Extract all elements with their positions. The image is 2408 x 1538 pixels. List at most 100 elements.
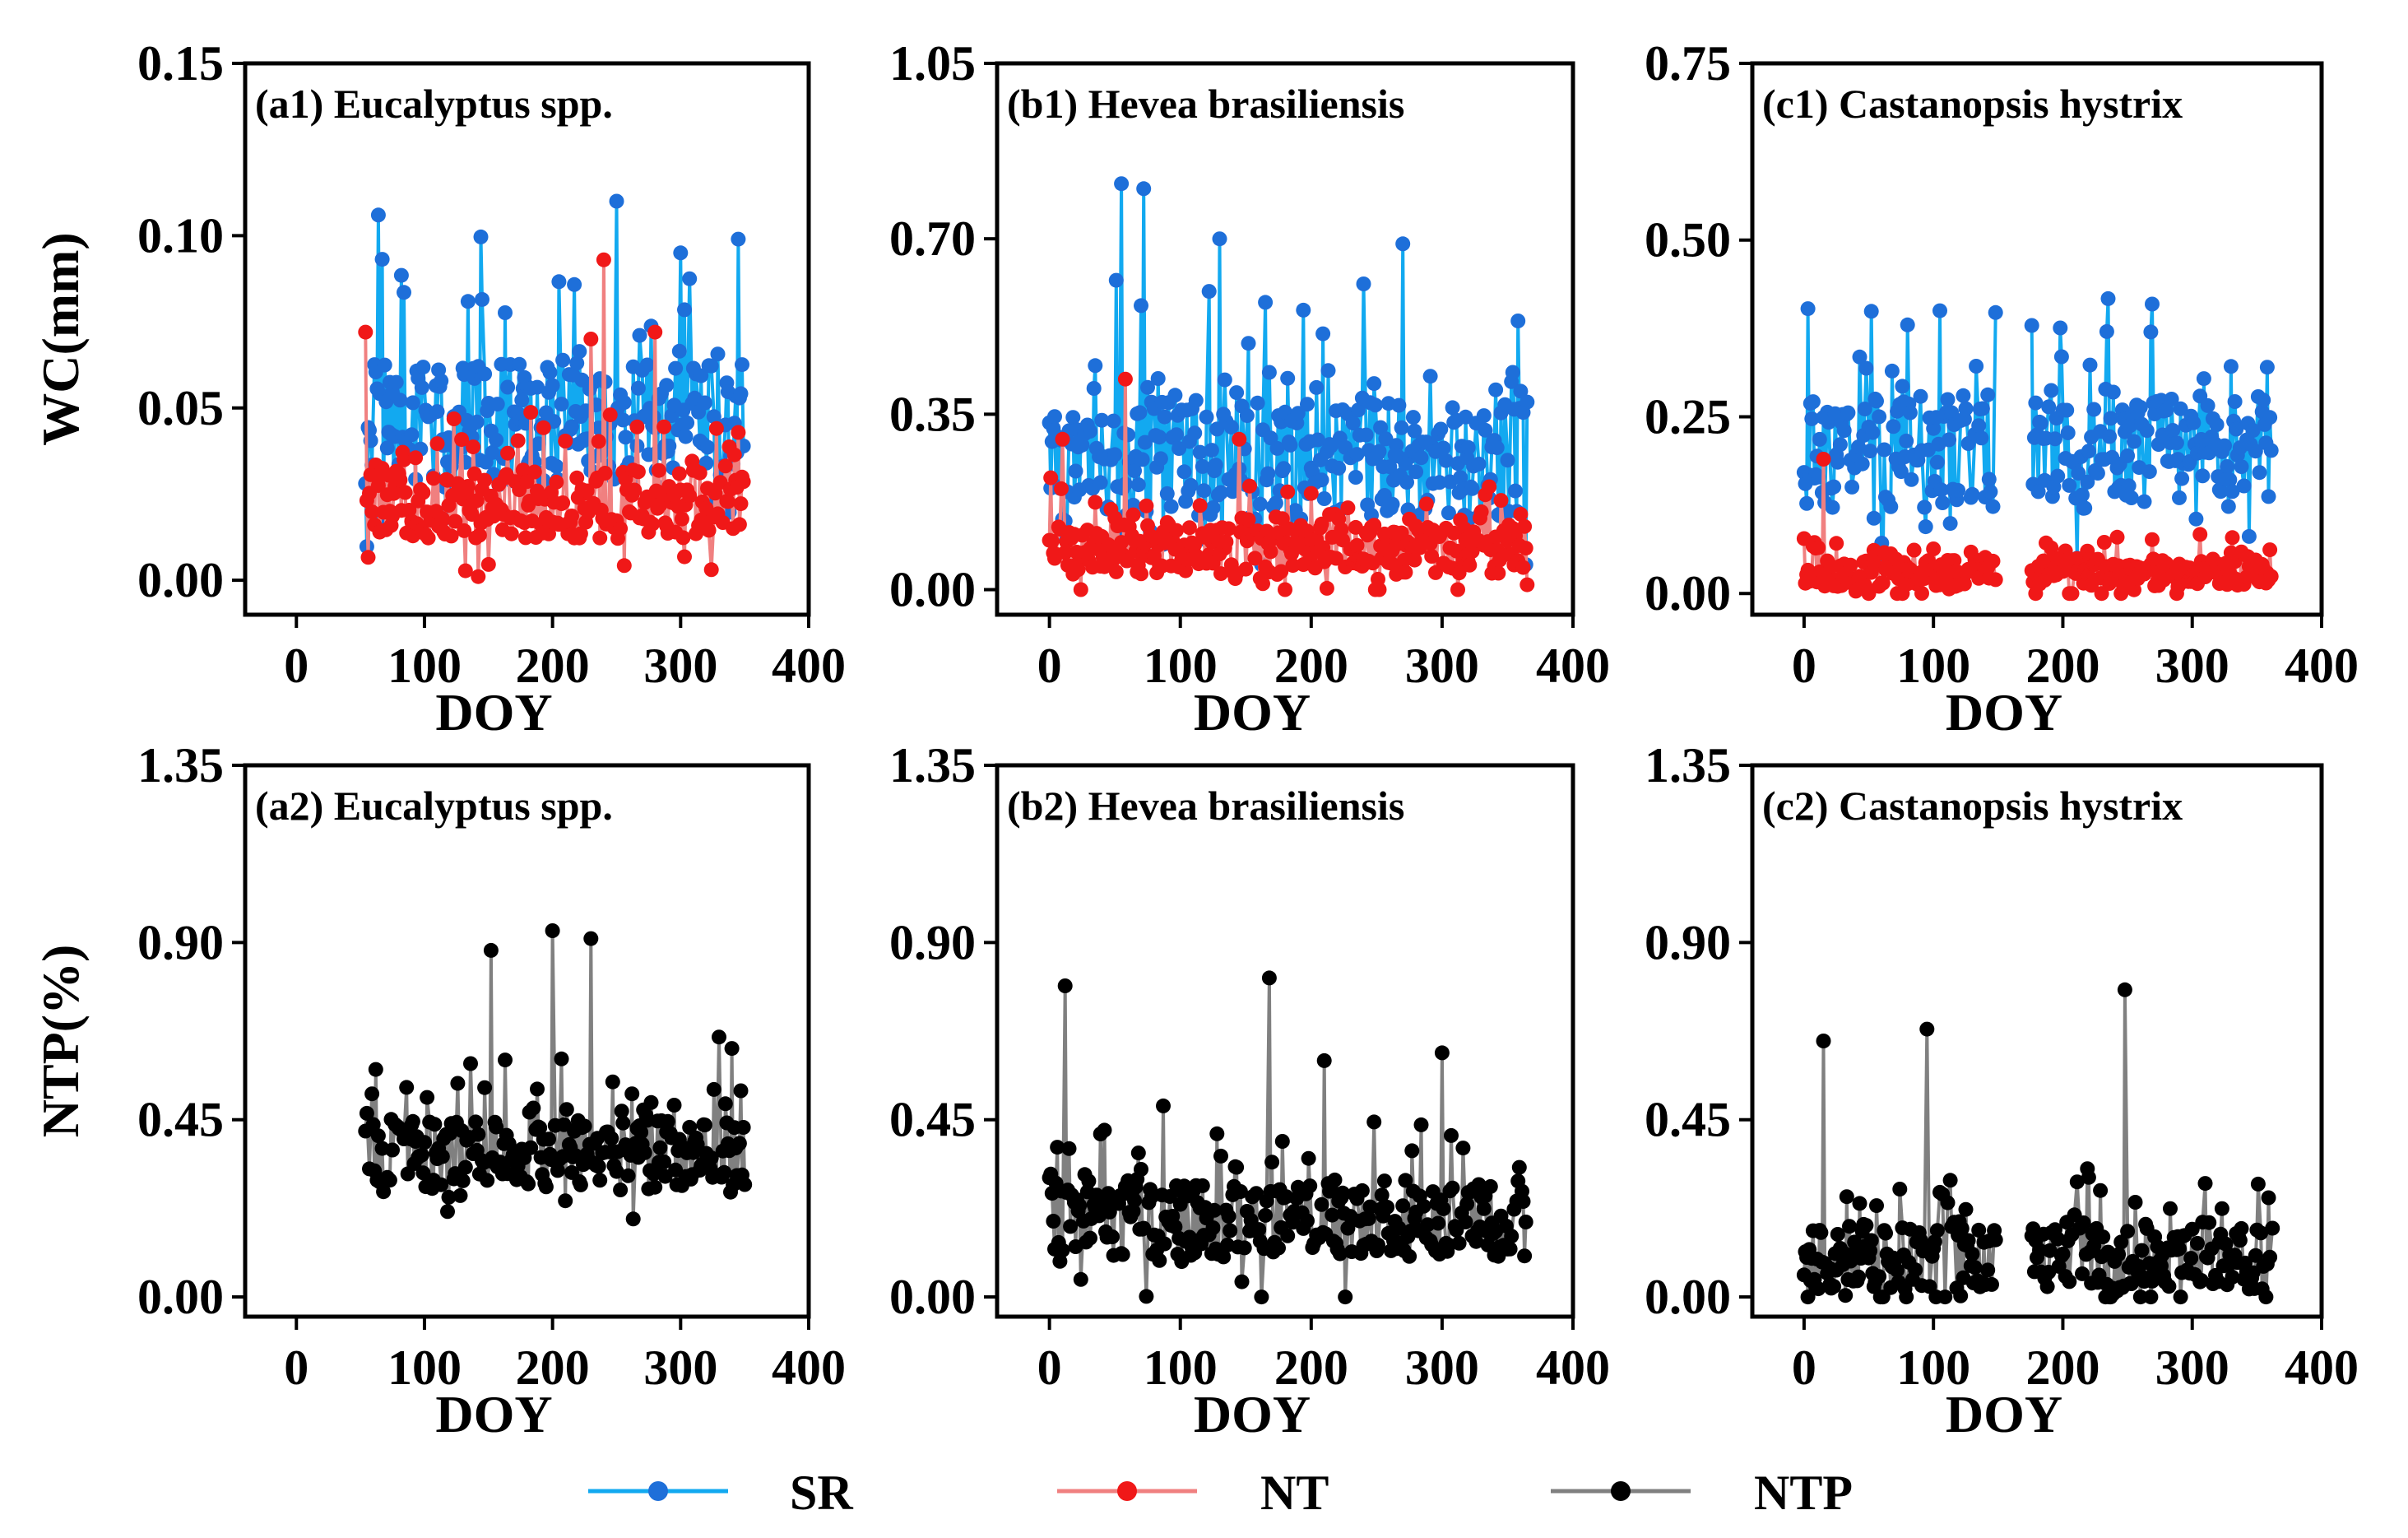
sr-point (1358, 427, 1374, 443)
ntp-point (1251, 1222, 1267, 1238)
sr-point (1239, 408, 1255, 424)
ntp-point (1167, 1219, 1183, 1234)
sr-point (1296, 302, 1311, 318)
sr-point (1093, 475, 1108, 490)
ntp-point (483, 942, 499, 958)
ntp-point (2095, 1229, 2111, 1245)
ntp-point (1261, 970, 1277, 986)
nt-point (457, 523, 472, 538)
x-tick-label: 100 (387, 1341, 462, 1395)
nt-point (1278, 582, 1292, 597)
sr-point (1382, 459, 1398, 475)
ntp-point (1839, 1189, 1854, 1205)
nt-point (630, 464, 646, 480)
sr-point (1913, 388, 1928, 404)
nt-point (657, 419, 672, 434)
ntp-point (1504, 1229, 1519, 1244)
sr-point (1863, 444, 1878, 459)
ntp-point (1081, 1173, 1097, 1189)
sr-point (1280, 370, 1296, 386)
sr-point (2188, 511, 2204, 527)
ntp-point (434, 1149, 450, 1164)
y-tick-label: 0.50 (1645, 213, 1731, 267)
ntp-point (463, 1056, 478, 1071)
panel-b2: 0 100 200 300 400 0.00 0.45 0.90 1.35 DOY (b2) Hev… (889, 738, 1610, 1443)
nt-point (415, 485, 431, 500)
ntp-point (2143, 1289, 2159, 1305)
nt-point (1169, 523, 1184, 538)
sr-point (1229, 385, 1245, 401)
sr-point (700, 439, 715, 455)
sr-point (2225, 484, 2240, 500)
sr-point (2263, 443, 2279, 458)
nt-point (1349, 537, 1365, 553)
ntp-point (1374, 1187, 1390, 1203)
ntp-point (592, 1173, 608, 1188)
y-tick-label: 1.35 (1645, 738, 1731, 792)
ntp-point (1302, 1178, 1318, 1194)
sr-point (1940, 392, 1956, 407)
nt-point (364, 504, 380, 519)
nt-point (645, 516, 661, 532)
sr-point (1980, 387, 1996, 402)
nt-point (360, 550, 376, 565)
x-tick-label: 300 (2155, 639, 2229, 693)
ntp-point (615, 1115, 631, 1131)
nt-point (2145, 532, 2160, 547)
ntp-point (605, 1074, 620, 1090)
nt-point (2096, 535, 2112, 550)
sr-point (1314, 472, 1329, 488)
sr-point (1863, 304, 1879, 319)
sr-point (469, 414, 485, 430)
nt-point (717, 458, 733, 474)
nt-point (480, 556, 496, 572)
ntp-point (480, 1173, 495, 1188)
sr-point (1883, 499, 1899, 514)
ntp-point (1254, 1289, 1269, 1305)
sr-point (1464, 481, 1480, 496)
ntp-point (545, 923, 560, 938)
ntp-point (489, 1119, 504, 1135)
sr-point (2236, 478, 2252, 494)
sr-point (1869, 393, 1884, 409)
ntp-point (1130, 1145, 1146, 1161)
ntp-point (1404, 1143, 1420, 1159)
ntp-point (1223, 1223, 1238, 1238)
ntp-point (689, 1136, 705, 1152)
sr-point (415, 360, 431, 375)
sr-point (1107, 447, 1123, 462)
ntp-point (1518, 1215, 1533, 1229)
x-tick-label: 0 (1792, 1341, 1816, 1395)
sr-point (1904, 472, 1919, 487)
y-tick-label: 0.00 (889, 1270, 976, 1324)
sr-point (1900, 317, 1915, 332)
legend-ntp-label: NTP (1754, 1466, 1853, 1520)
sr-point (1217, 372, 1232, 388)
sr-point (1872, 409, 1887, 425)
sr-point (388, 374, 404, 390)
sr-point (682, 271, 698, 286)
series-ntp (358, 923, 753, 1227)
ntp-point (624, 1086, 640, 1102)
ntp-point (2248, 1248, 2263, 1263)
sr-point (1183, 477, 1199, 493)
ntp-point (2253, 1225, 2269, 1241)
nt-point (536, 420, 551, 435)
sr-point (2248, 444, 2263, 459)
x-tick-label: 400 (2285, 1341, 2359, 1395)
ntp-point (1249, 1186, 1264, 1201)
y-tick-label: 0.90 (889, 915, 976, 969)
ntp-point (2134, 1243, 2150, 1258)
sr-point (1800, 301, 1816, 317)
ntp-point (365, 1117, 381, 1132)
nt-point (555, 495, 571, 510)
ntp-point (2161, 1279, 2177, 1294)
y-tick-label: 0.05 (137, 381, 224, 435)
ntp-point (550, 1163, 565, 1178)
sr-point (1844, 479, 1860, 495)
nt-point (1418, 496, 1434, 512)
nt-point (1424, 549, 1440, 564)
sr-point (1152, 430, 1167, 445)
x-tick-label: 200 (516, 639, 590, 693)
nt-point (471, 569, 486, 584)
